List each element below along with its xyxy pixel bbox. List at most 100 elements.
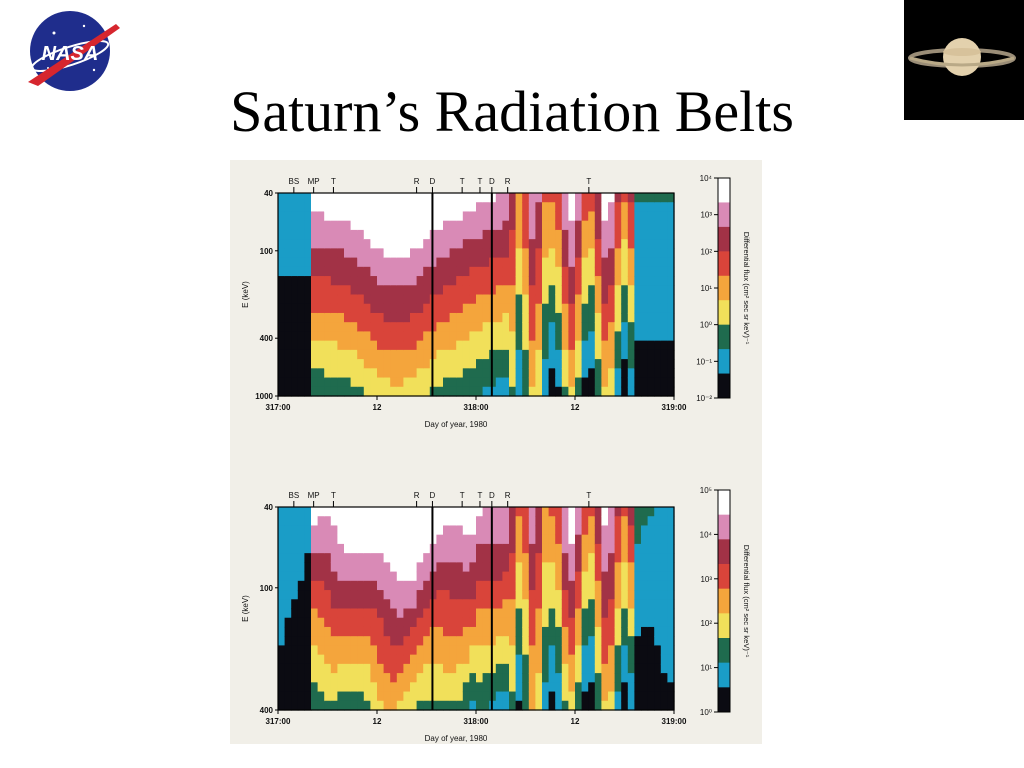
heatmap-cell bbox=[423, 285, 431, 296]
heatmap-cell bbox=[627, 626, 635, 637]
heatmap-cell bbox=[449, 229, 457, 240]
heatmap-cell bbox=[522, 239, 530, 249]
heatmap-cell bbox=[317, 645, 325, 656]
heatmap-cell bbox=[528, 211, 536, 222]
heatmap-cell bbox=[284, 285, 292, 296]
heatmap-cell bbox=[561, 377, 569, 388]
colorbar-tick-label: 10⁵ bbox=[700, 486, 712, 495]
heatmap-cell bbox=[627, 543, 635, 554]
heatmap-cell bbox=[601, 599, 609, 610]
heatmap-cell bbox=[337, 580, 345, 591]
heatmap-cell bbox=[423, 590, 431, 600]
heatmap-cell bbox=[575, 220, 583, 231]
heatmap-cell bbox=[291, 340, 299, 351]
heatmap-cell bbox=[515, 626, 523, 637]
heatmap-cell bbox=[416, 553, 424, 563]
heatmap-cell bbox=[568, 525, 576, 536]
heatmap-cell bbox=[278, 359, 286, 369]
heatmap-cell bbox=[436, 636, 444, 647]
heatmap-cell bbox=[621, 239, 629, 249]
heatmap-cell bbox=[317, 276, 325, 286]
heatmap-cell bbox=[304, 580, 312, 591]
heatmap-cell bbox=[396, 220, 404, 231]
heatmap-cell bbox=[278, 645, 286, 656]
heatmap-cell bbox=[654, 386, 662, 397]
heatmap-cell bbox=[370, 608, 378, 619]
heatmap-cell bbox=[396, 534, 404, 545]
heatmap-cell bbox=[317, 654, 325, 665]
heatmap-cell bbox=[522, 645, 530, 656]
heatmap-cell bbox=[548, 525, 556, 536]
heatmap-cell bbox=[641, 626, 649, 637]
heatmap-cell bbox=[634, 220, 642, 231]
heatmap-cell bbox=[509, 645, 517, 656]
heatmap-cell bbox=[462, 700, 470, 711]
heatmap-cell bbox=[654, 507, 662, 517]
heatmap-cell bbox=[383, 349, 391, 360]
heatmap-cell bbox=[284, 294, 292, 305]
heatmap-cell bbox=[542, 571, 550, 582]
heatmap-cell bbox=[601, 663, 609, 674]
heatmap-cell bbox=[456, 229, 464, 240]
heatmap-cell bbox=[330, 220, 338, 231]
heatmap-cell bbox=[627, 377, 635, 388]
heatmap-cell bbox=[396, 349, 404, 360]
heatmap-cell bbox=[324, 340, 332, 351]
heatmap-cell bbox=[647, 645, 655, 656]
heatmap-cell bbox=[311, 312, 319, 323]
y-tick-label: 1000 bbox=[255, 392, 273, 401]
heatmap-cell bbox=[561, 239, 569, 249]
heatmap-cell bbox=[509, 239, 517, 249]
heatmap-cell bbox=[522, 553, 530, 563]
heatmap-cell bbox=[363, 285, 371, 296]
heatmap-cell bbox=[535, 571, 543, 582]
heatmap-cell bbox=[535, 599, 543, 610]
heatmap-cell bbox=[370, 626, 378, 637]
heatmap-cell bbox=[311, 322, 319, 333]
heatmap-cell bbox=[627, 229, 635, 240]
heatmap-cell bbox=[568, 331, 576, 342]
heatmap-cell bbox=[588, 599, 596, 610]
heatmap-cell bbox=[304, 654, 312, 665]
heatmap-cell bbox=[515, 276, 523, 286]
heatmap-cell bbox=[443, 202, 451, 213]
heatmap-cell bbox=[561, 303, 569, 314]
heatmap-cell bbox=[581, 285, 589, 296]
heatmap-cell bbox=[608, 654, 616, 665]
heatmap-cell bbox=[410, 248, 418, 259]
heatmap-cell bbox=[495, 700, 503, 711]
heatmap-cell bbox=[601, 211, 609, 222]
heatmap-cell bbox=[476, 220, 484, 231]
heatmap-cell bbox=[535, 617, 543, 628]
heatmap-cell bbox=[456, 507, 464, 517]
heatmap-cell bbox=[377, 331, 385, 342]
heatmap-cell bbox=[311, 239, 319, 249]
heatmap-cell bbox=[337, 193, 345, 203]
heatmap-cell bbox=[502, 571, 510, 582]
heatmap-cell bbox=[344, 626, 352, 637]
heatmap-cell bbox=[469, 303, 477, 314]
heatmap-cell bbox=[304, 211, 312, 222]
heatmap-cell bbox=[449, 368, 457, 379]
heatmap-cell bbox=[667, 525, 675, 536]
heatmap-cell bbox=[476, 257, 484, 268]
heatmap-cell bbox=[568, 294, 576, 305]
heatmap-cell bbox=[476, 377, 484, 388]
heatmap-cell bbox=[436, 507, 444, 517]
heatmap-cell bbox=[357, 608, 365, 619]
heatmap-cell bbox=[390, 331, 398, 342]
heatmap-cell bbox=[278, 331, 286, 342]
heatmap-cell bbox=[370, 211, 378, 222]
heatmap-cell bbox=[410, 312, 418, 323]
heatmap-cell bbox=[311, 700, 319, 711]
heatmap-cell bbox=[502, 202, 510, 213]
heatmap-cell bbox=[390, 312, 398, 323]
heatmap-cell bbox=[324, 239, 332, 249]
heatmap-cell bbox=[370, 553, 378, 563]
heatmap-cell bbox=[443, 617, 451, 628]
heatmap-cell bbox=[317, 248, 325, 259]
heatmap-cell bbox=[324, 193, 332, 203]
heatmap-cell bbox=[476, 193, 484, 203]
heatmap-cell bbox=[568, 691, 576, 702]
heatmap-cell bbox=[535, 645, 543, 656]
